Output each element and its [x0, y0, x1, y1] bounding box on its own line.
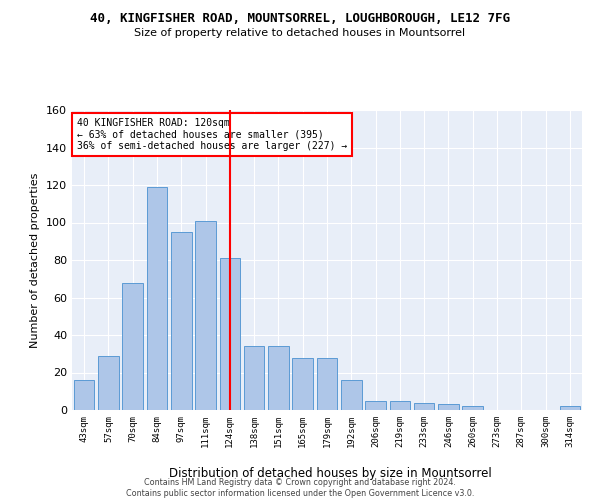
- Bar: [268, 346, 289, 410]
- Bar: [292, 358, 313, 410]
- Bar: [220, 258, 240, 410]
- Bar: [122, 282, 143, 410]
- Bar: [463, 406, 483, 410]
- Bar: [195, 220, 216, 410]
- Bar: [98, 356, 119, 410]
- Text: Contains HM Land Registry data © Crown copyright and database right 2024.
Contai: Contains HM Land Registry data © Crown c…: [126, 478, 474, 498]
- Bar: [244, 346, 265, 410]
- Bar: [389, 400, 410, 410]
- Text: Size of property relative to detached houses in Mountsorrel: Size of property relative to detached ho…: [134, 28, 466, 38]
- Text: Distribution of detached houses by size in Mountsorrel: Distribution of detached houses by size …: [169, 467, 491, 480]
- Bar: [146, 187, 167, 410]
- Bar: [560, 406, 580, 410]
- Bar: [74, 380, 94, 410]
- Bar: [414, 402, 434, 410]
- Bar: [171, 232, 191, 410]
- Bar: [341, 380, 362, 410]
- Bar: [438, 404, 459, 410]
- Bar: [317, 358, 337, 410]
- Text: 40, KINGFISHER ROAD, MOUNTSORREL, LOUGHBOROUGH, LE12 7FG: 40, KINGFISHER ROAD, MOUNTSORREL, LOUGHB…: [90, 12, 510, 26]
- Bar: [365, 400, 386, 410]
- Y-axis label: Number of detached properties: Number of detached properties: [31, 172, 40, 348]
- Text: 40 KINGFISHER ROAD: 120sqm
← 63% of detached houses are smaller (395)
36% of sem: 40 KINGFISHER ROAD: 120sqm ← 63% of deta…: [77, 118, 347, 150]
